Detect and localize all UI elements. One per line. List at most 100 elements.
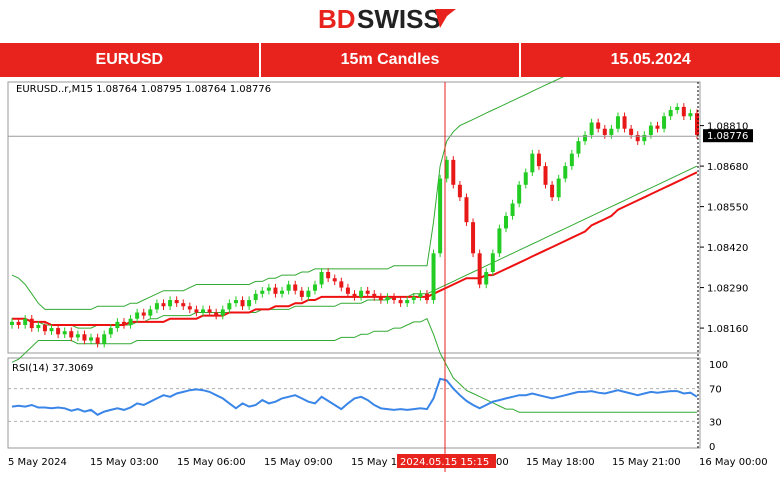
price-tick-label: 1.08810 bbox=[707, 122, 748, 133]
price-tick-label: 1.08550 bbox=[707, 203, 748, 214]
candle bbox=[662, 112, 667, 133]
price-panel bbox=[7, 81, 701, 354]
candle bbox=[108, 324, 113, 339]
logo-swiss: SWISS bbox=[357, 4, 441, 34]
candle-body bbox=[583, 134, 588, 142]
trading-chart: 1.08810 1.08680 1.08550 1.08420 1.08290 1.081… bbox=[0, 77, 780, 482]
candle-body bbox=[385, 296, 390, 301]
candle bbox=[194, 305, 199, 317]
time-tick-label: 15 May 09:00 bbox=[264, 457, 333, 468]
candle-body bbox=[596, 122, 601, 129]
candle-body bbox=[576, 141, 581, 154]
candle-body bbox=[615, 116, 620, 129]
candle-body bbox=[398, 300, 403, 304]
candle bbox=[392, 293, 397, 304]
symbol-info: EURUSD..r,M15 1.08764 1.08795 1.08764 1.… bbox=[16, 84, 271, 95]
candle bbox=[286, 280, 291, 295]
candle bbox=[471, 218, 476, 258]
rsi-tick-label: 0 bbox=[709, 442, 715, 453]
candle-body bbox=[306, 290, 311, 297]
candle bbox=[517, 181, 522, 208]
candle-body bbox=[550, 184, 555, 198]
band-upper bbox=[11, 77, 564, 310]
candle bbox=[530, 149, 535, 177]
candle bbox=[550, 181, 555, 201]
candle bbox=[280, 286, 285, 298]
candle-body bbox=[319, 272, 324, 285]
candle bbox=[523, 168, 528, 189]
candle-body bbox=[201, 309, 206, 313]
candle-body bbox=[405, 300, 410, 304]
candle-body bbox=[260, 290, 265, 294]
candle bbox=[438, 174, 443, 258]
header-timeframe: 15m Candles bbox=[258, 43, 520, 77]
candle bbox=[69, 327, 74, 342]
candle bbox=[121, 318, 126, 329]
candle-body bbox=[75, 334, 80, 338]
candle-body bbox=[536, 153, 541, 167]
candle bbox=[168, 296, 173, 311]
candle-body bbox=[214, 312, 219, 316]
candle bbox=[260, 286, 265, 298]
candle bbox=[227, 299, 232, 314]
candle-body bbox=[602, 128, 607, 135]
candle-body bbox=[95, 337, 100, 344]
candle-body bbox=[23, 318, 28, 325]
candle bbox=[247, 296, 252, 311]
candle-body bbox=[326, 272, 331, 279]
candle-body bbox=[523, 172, 528, 185]
candle bbox=[372, 290, 377, 301]
candle-body bbox=[42, 324, 47, 332]
candle bbox=[89, 333, 94, 345]
candle-body bbox=[154, 303, 159, 310]
candle bbox=[457, 181, 462, 201]
candle-body bbox=[207, 309, 212, 313]
candle bbox=[95, 333, 100, 348]
candle bbox=[576, 137, 581, 158]
candle bbox=[497, 224, 502, 258]
candle bbox=[477, 249, 482, 289]
candle-body bbox=[62, 331, 67, 335]
band-lower bbox=[11, 318, 697, 413]
header-date: 15.05.2024 bbox=[519, 43, 780, 77]
price-tick-label: 1.08680 bbox=[707, 162, 748, 173]
candle bbox=[405, 296, 410, 307]
candle-body bbox=[418, 293, 423, 297]
time-tick-label: 15 May 03:00 bbox=[90, 457, 159, 468]
candle bbox=[385, 293, 390, 304]
candle bbox=[220, 305, 225, 320]
candle-body bbox=[352, 293, 357, 297]
candle-body bbox=[174, 300, 179, 304]
rsi-panel bbox=[7, 357, 701, 449]
candle-body bbox=[359, 290, 364, 297]
candle-body bbox=[688, 113, 693, 117]
candle-body bbox=[543, 166, 548, 185]
candle bbox=[484, 268, 489, 289]
candle-body bbox=[372, 293, 377, 297]
candle-body bbox=[128, 318, 133, 325]
candle bbox=[695, 109, 699, 139]
candle-body bbox=[517, 184, 522, 204]
candle bbox=[293, 280, 298, 295]
candle-body bbox=[181, 303, 186, 307]
candle-body bbox=[10, 321, 14, 325]
candle-body bbox=[365, 290, 370, 294]
candle bbox=[253, 290, 258, 304]
candle-body bbox=[233, 300, 238, 304]
candle-body bbox=[451, 159, 456, 185]
candle bbox=[36, 321, 41, 332]
candle-body bbox=[312, 284, 317, 291]
candle-body bbox=[609, 128, 614, 135]
candle bbox=[569, 149, 574, 170]
candle-body bbox=[589, 122, 594, 135]
candle bbox=[273, 283, 278, 298]
header-bar: EURUSD 15m Candles 15.05.2024 bbox=[0, 43, 780, 77]
candle bbox=[326, 268, 331, 282]
rsi-tick-label: 70 bbox=[709, 385, 722, 396]
candle bbox=[332, 274, 337, 286]
candle-body bbox=[266, 287, 271, 291]
candle-body bbox=[438, 178, 443, 254]
candle bbox=[23, 314, 28, 329]
candle-body bbox=[622, 116, 627, 129]
candle-body bbox=[273, 287, 278, 294]
